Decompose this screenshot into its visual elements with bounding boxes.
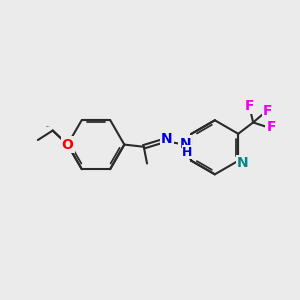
Text: N: N — [179, 136, 191, 151]
Text: N: N — [237, 156, 249, 170]
Text: ethoxy: ethoxy — [46, 126, 51, 127]
Text: H: H — [182, 146, 193, 159]
Text: F: F — [266, 120, 276, 134]
Text: O: O — [62, 138, 74, 152]
Text: F: F — [245, 99, 255, 113]
Text: F: F — [263, 104, 273, 118]
Text: N: N — [161, 133, 172, 146]
